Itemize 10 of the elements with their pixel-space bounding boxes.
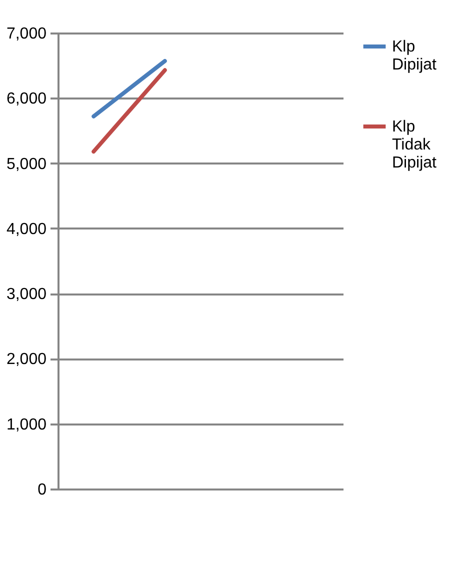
y-tick-label: 0 <box>38 482 47 498</box>
legend-label: Klp Dipijat <box>392 38 438 74</box>
y-tick-label: 2,000 <box>6 351 47 368</box>
y-tick-label: 1,000 <box>6 416 47 434</box>
y-tick-label: 5,000 <box>6 156 47 173</box>
y-tick-label: 6,000 <box>6 90 47 108</box>
y-tick-label: 4,000 <box>6 220 47 238</box>
y-tick-label: 7,000 <box>6 26 47 42</box>
legend-label: Klp Tidak Dipijat <box>392 118 438 172</box>
y-tick-label: 3,000 <box>6 286 47 304</box>
